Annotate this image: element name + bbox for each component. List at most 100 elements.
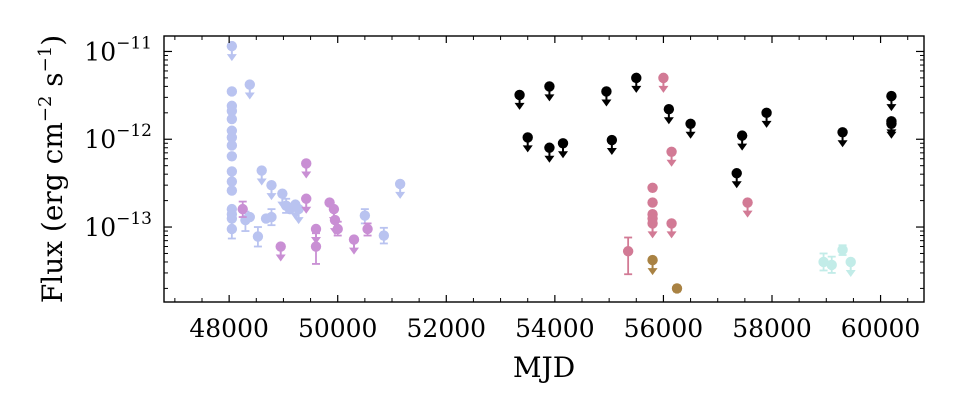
- data-series: [237, 158, 373, 265]
- data-point: [647, 218, 658, 229]
- data-point: [332, 223, 343, 235]
- data-point: [348, 234, 360, 245]
- upper-limit-arrow: [293, 217, 304, 225]
- data-point: [837, 244, 848, 256]
- data-point: [826, 259, 837, 271]
- data-point: [544, 81, 555, 92]
- data-point: [685, 118, 696, 129]
- x-axis-label: MJD: [513, 351, 575, 384]
- data-point: [277, 188, 288, 199]
- data-point: [226, 140, 238, 151]
- data-point: [544, 142, 555, 153]
- data-point: [522, 132, 533, 143]
- upper-limit-arrow: [685, 131, 696, 139]
- y-tick-label: 10−12: [84, 121, 152, 154]
- data-point: [244, 79, 255, 90]
- data-point: [226, 40, 238, 52]
- upper-limit-arrow: [742, 210, 753, 218]
- data-series: [226, 40, 406, 248]
- upper-limit-arrow: [349, 247, 359, 255]
- x-tick-label: 50000: [298, 314, 378, 343]
- data-point: [226, 176, 238, 187]
- data-point: [226, 223, 238, 235]
- data-series: [818, 244, 856, 277]
- data-series: [647, 254, 683, 294]
- y-tick-label: 10−13: [84, 209, 152, 242]
- upper-limit-arrow: [886, 104, 897, 112]
- upper-limit-arrow: [761, 120, 772, 128]
- data-point: [378, 230, 390, 241]
- upper-limit-arrow: [544, 155, 555, 163]
- y-axis-ticks: 10−11 10−12 10−13: [84, 33, 924, 289]
- data-point: [731, 168, 742, 179]
- upper-limit-arrow: [601, 99, 612, 107]
- data-point: [266, 211, 277, 223]
- upper-limit-arrow: [226, 54, 237, 62]
- data-point: [226, 166, 238, 177]
- x-tick-label: 60000: [841, 314, 921, 343]
- data-point: [226, 105, 238, 117]
- upper-limit-arrow: [845, 269, 856, 277]
- data-point: [328, 203, 340, 215]
- data-point: [647, 182, 658, 193]
- data-point: [631, 72, 642, 84]
- upper-limit-arrow: [666, 159, 677, 167]
- data-point: [226, 151, 238, 162]
- data-point: [293, 203, 304, 215]
- data-point: [310, 241, 322, 252]
- upper-limit-arrow: [631, 85, 642, 93]
- data-point: [301, 193, 312, 204]
- upper-limit-arrow: [663, 117, 674, 125]
- upper-limit-arrow: [256, 178, 267, 186]
- upper-limit-arrow: [522, 145, 533, 153]
- data-point: [818, 256, 829, 268]
- data-point: [736, 130, 748, 141]
- data-point: [742, 197, 753, 208]
- data-point: [226, 86, 238, 97]
- data-point: [671, 283, 683, 294]
- upper-limit-arrow: [647, 268, 658, 276]
- upper-limit-arrow: [606, 148, 617, 156]
- data-point: [310, 223, 322, 235]
- data-point: [647, 254, 658, 266]
- x-tick-label: 52000: [407, 314, 487, 343]
- upper-limit-arrow: [514, 102, 525, 110]
- upper-limit-arrow: [647, 231, 658, 239]
- x-tick-label: 56000: [624, 314, 704, 343]
- data-series: [622, 72, 753, 276]
- data-point: [237, 203, 248, 215]
- upper-limit-arrow: [266, 193, 277, 201]
- data-point: [663, 103, 675, 115]
- upper-limit-arrow: [558, 151, 568, 159]
- data-point: [226, 213, 238, 224]
- upper-limit-arrow: [275, 254, 286, 262]
- data-point: [226, 113, 238, 125]
- data-point: [601, 86, 612, 97]
- data-point: [666, 218, 677, 229]
- upper-limit-arrow: [886, 131, 897, 139]
- y-tick-label: 10−11: [84, 33, 152, 66]
- data-point: [275, 241, 286, 252]
- data-point: [226, 132, 238, 143]
- data-point: [362, 223, 373, 235]
- upper-limit-arrow: [301, 171, 312, 179]
- data-point: [658, 72, 669, 84]
- x-tick-label: 48000: [189, 314, 269, 343]
- data-point: [226, 185, 238, 196]
- y-axis-label: Flux (erg cm−2 s−1): [35, 35, 69, 303]
- upper-limit-arrow: [395, 191, 406, 199]
- data-point: [622, 246, 634, 257]
- data-point: [886, 90, 897, 102]
- upper-limit-arrow: [544, 94, 555, 102]
- data-point: [845, 256, 856, 268]
- plot-frame: [163, 35, 925, 303]
- data-point: [266, 179, 277, 191]
- x-axis-ticks: 48000 50000 52000 54000 56000 58000 60000: [174, 36, 921, 343]
- upper-limit-arrow: [666, 231, 677, 239]
- upper-limit-arrow: [837, 140, 848, 148]
- x-tick-label: 58000: [732, 314, 812, 343]
- data-marks: [226, 40, 897, 294]
- upper-limit-arrow: [244, 92, 255, 100]
- data-point: [606, 134, 618, 146]
